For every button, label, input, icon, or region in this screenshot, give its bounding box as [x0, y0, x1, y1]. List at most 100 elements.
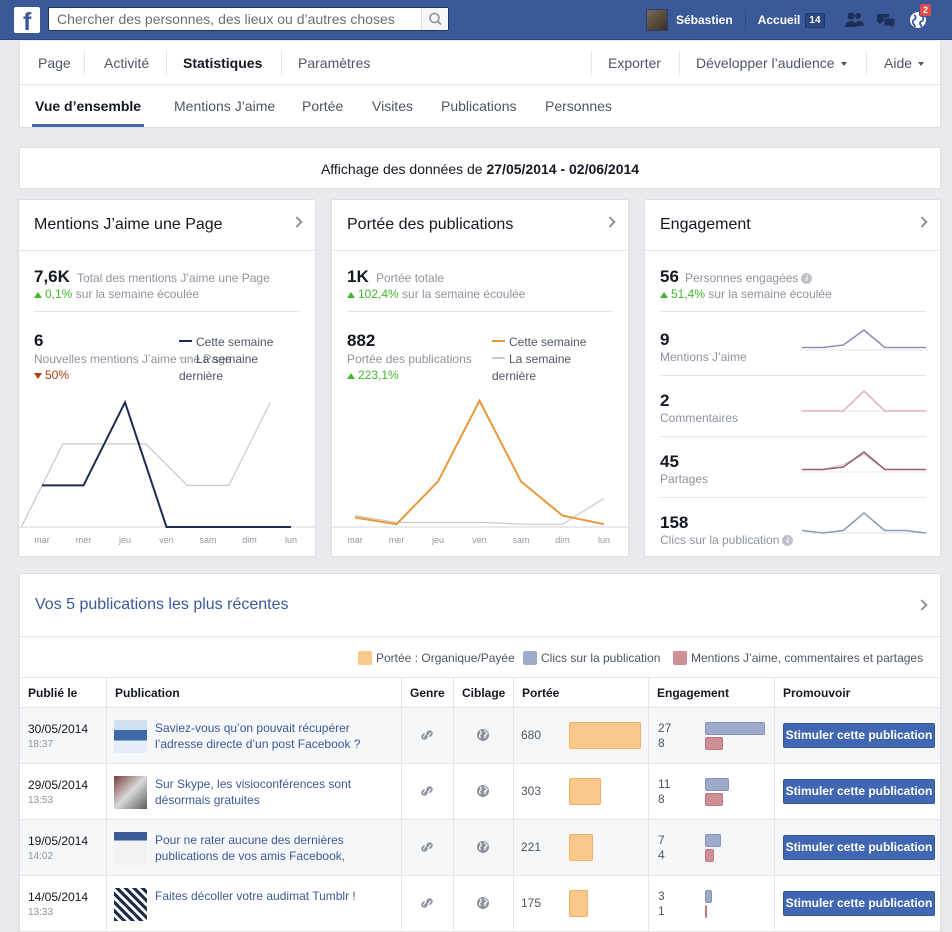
- post-title-link[interactable]: Saviez-vous qu’on pouvait récupérer l’ad…: [155, 721, 361, 751]
- post-date: 30/05/2014: [28, 722, 89, 736]
- likes-value: 8: [658, 792, 665, 806]
- arrow-down-icon: [34, 373, 42, 379]
- boost-post-button[interactable]: Stimuler cette publication: [783, 835, 935, 860]
- search-button[interactable]: [421, 8, 448, 30]
- x-tick-label: jeu: [118, 535, 131, 545]
- chevron-down-icon: [918, 62, 925, 66]
- boost-post-button[interactable]: Stimuler cette publication: [783, 779, 935, 804]
- post-thumbnail[interactable]: [114, 776, 147, 809]
- series-line-last-week: [20, 402, 271, 528]
- export-button[interactable]: Exporter: [608, 55, 661, 71]
- likes-line-chart: mar mer jeu ven sam dim lun: [19, 399, 315, 545]
- legend-likes-comments-shares[interactable]: Mentions J’aime, commentaires et partage…: [673, 650, 923, 666]
- reach-card-title[interactable]: Portée des publications: [347, 216, 514, 233]
- grow-audience-dropdown[interactable]: Développer l’audience: [696, 41, 847, 85]
- post-title-link[interactable]: Faites décoller votre audimat Tumblr !: [155, 889, 356, 903]
- subtab-visits[interactable]: Visites: [372, 98, 413, 114]
- sparkline: [800, 450, 928, 473]
- subtab-people[interactable]: Personnes: [545, 98, 612, 114]
- search-icon: [429, 12, 442, 26]
- legend-swatch: [673, 651, 687, 665]
- help-dropdown[interactable]: Aide: [884, 41, 925, 85]
- sparkline-this-week: [802, 328, 926, 349]
- divider: [660, 497, 926, 498]
- notifications-globe-icon[interactable]: 2: [907, 3, 932, 31]
- post-reach-label: Portée des publications: [347, 352, 472, 366]
- likes-bar: [705, 793, 723, 806]
- sparkline-this-week: [802, 450, 926, 471]
- subtab-posts[interactable]: Publications: [441, 98, 517, 114]
- home-link[interactable]: Accueil 14: [758, 10, 825, 30]
- tab-statistics[interactable]: Statistiques: [183, 55, 263, 71]
- post-time: 18:37: [28, 739, 54, 750]
- link-icon: [421, 842, 433, 852]
- jewels: 2: [843, 3, 932, 31]
- reach-value: 680: [521, 728, 542, 742]
- post-time: 13:53: [28, 795, 54, 806]
- legend-clicks[interactable]: Clics sur la publication: [523, 650, 660, 666]
- table-row: 30/05/2014 18:37 Saviez-vous qu’on pouvait…: [20, 708, 940, 764]
- post-thumbnail[interactable]: [114, 888, 147, 921]
- likes-card-title[interactable]: Mentions J’aime une Page: [34, 216, 223, 233]
- subtab-likes[interactable]: Mentions J’aime: [174, 98, 276, 114]
- profile-link[interactable]: Sébastien: [676, 10, 746, 30]
- chevron-right-icon[interactable]: [604, 216, 616, 228]
- post-thumbnail[interactable]: [114, 832, 147, 865]
- top-bar: f Sébastien Accueil 14 2: [0, 0, 952, 40]
- search-box: [48, 7, 449, 31]
- engagement-value: 158: [660, 513, 689, 532]
- chevron-right-icon[interactable]: [291, 216, 303, 228]
- x-tick-label: ven: [472, 535, 487, 545]
- date-range-value[interactable]: 27/05/2014 - 02/06/2014: [486, 161, 640, 177]
- table-row: 29/05/2014 13:53 Sur Skype, les visioconfé…: [20, 764, 940, 820]
- x-tick-label: sam: [199, 535, 216, 545]
- tab-activity[interactable]: Activité: [104, 55, 150, 71]
- col-engagement[interactable]: Engagement: [657, 686, 730, 700]
- date-range-bar: Affichage des données de 27/05/2014 - 02…: [19, 147, 941, 189]
- facebook-logo[interactable]: f: [14, 7, 40, 36]
- legend-reach[interactable]: Portée : Organique/Payée: [358, 650, 515, 666]
- info-icon[interactable]: i: [801, 273, 813, 284]
- tab-page[interactable]: Page: [38, 55, 71, 71]
- chevron-right-icon[interactable]: [916, 599, 928, 611]
- reach-value: 221: [521, 840, 542, 854]
- messages-icon[interactable]: [875, 9, 897, 31]
- boost-post-button[interactable]: Stimuler cette publication: [783, 891, 935, 916]
- tab-settings[interactable]: Paramètres: [298, 55, 371, 71]
- post-title-link[interactable]: Sur Skype, les visioconférences sont dés…: [155, 777, 352, 807]
- divider: [332, 250, 628, 251]
- post-reach-value: 882: [347, 331, 376, 350]
- post-time: 13:33: [28, 907, 54, 918]
- col-targeting: Ciblage: [462, 686, 506, 700]
- friend-requests-icon[interactable]: [843, 9, 865, 31]
- public-globe-icon: [477, 785, 489, 797]
- sparkline-last-week: [802, 329, 926, 348]
- engagement-label: Partages: [660, 472, 709, 486]
- recent-posts-title[interactable]: Vos 5 publications les plus récentes: [35, 596, 289, 613]
- sparkline-this-week: [802, 389, 926, 412]
- post-title-link[interactable]: Pour ne rater aucune des dernières publi…: [155, 833, 346, 863]
- post-thumbnail[interactable]: [114, 720, 147, 753]
- post-reach-change: 223,1%: [347, 368, 399, 382]
- divider: [645, 250, 940, 251]
- avatar[interactable]: [646, 9, 668, 31]
- boost-post-button[interactable]: Stimuler cette publication: [783, 723, 935, 748]
- col-reach[interactable]: Portée: [522, 686, 560, 700]
- col-published[interactable]: Publié le: [28, 686, 78, 700]
- engagement-card-title[interactable]: Engagement: [660, 216, 751, 233]
- subtab-overview[interactable]: Vue d’ensemble: [31, 85, 145, 127]
- subtab-reach[interactable]: Portée: [302, 98, 344, 114]
- divider: [84, 51, 85, 75]
- chevron-right-icon[interactable]: [916, 216, 928, 228]
- legend-swatch: [492, 340, 505, 342]
- help-label: Aide: [884, 55, 913, 71]
- legend-swatch: [179, 340, 192, 342]
- grow-audience-label: Développer l’audience: [696, 55, 835, 71]
- info-icon[interactable]: i: [782, 535, 794, 546]
- divider: [660, 311, 926, 312]
- clicks-value: 3: [658, 889, 665, 903]
- link-icon: [421, 786, 433, 796]
- public-globe-icon: [477, 729, 489, 741]
- search-input[interactable]: [49, 8, 409, 30]
- arrow-up-icon: [347, 292, 355, 298]
